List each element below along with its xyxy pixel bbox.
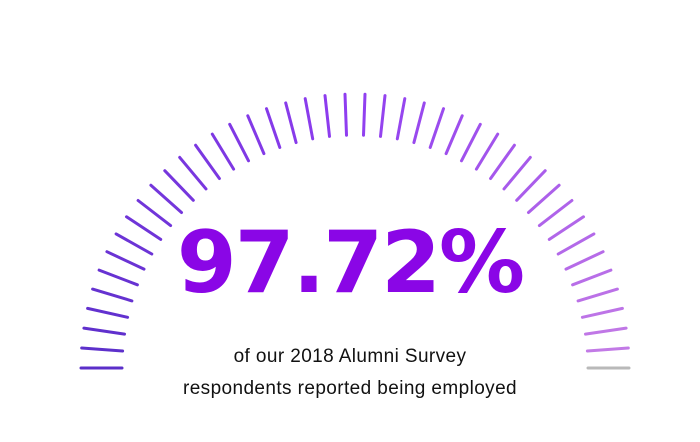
gauge-tick-filled [576, 287, 619, 303]
gauge-tick-filled [537, 199, 574, 228]
gauge-tick-filled [474, 132, 500, 171]
employment-percentage: 97.72% [176, 213, 525, 313]
gauge-tick-filled [125, 215, 163, 241]
gauge-tick-filled [489, 143, 516, 180]
gauge-tick-filled [114, 232, 154, 256]
gauge-tick-filled [343, 92, 348, 137]
gauge-tick-filled [210, 132, 236, 171]
gauge-tick-filled [564, 250, 605, 271]
gauge-tick-filled [580, 306, 624, 319]
gauge-tick-filled [265, 107, 282, 149]
caption-line-1: of our 2018 Alumni Survey [233, 346, 467, 367]
gauge-tick-filled [412, 101, 426, 145]
gauge-tick-filled [82, 326, 126, 336]
gauge-tick-filled [136, 199, 173, 228]
gauge-tick-filled [585, 346, 630, 353]
gauge-tick-filled [527, 183, 561, 214]
gauge-tick-filled [428, 107, 445, 149]
gauge-tick-filled [571, 268, 613, 287]
gauge-tick-filled [97, 268, 139, 287]
gauge-tick-filled [547, 215, 585, 241]
gauge-tick-filled [284, 101, 298, 145]
gauge-tick-filled [178, 155, 208, 191]
gauge-tick-filled [362, 92, 367, 137]
gauge-tick-filled [444, 114, 464, 156]
gauge-tick-filled [105, 250, 146, 271]
gauge-tick-filled [584, 326, 628, 336]
gauge-tick-filled [228, 122, 250, 163]
gauge-tick-filled [323, 94, 331, 138]
gauge-tick-filled [502, 155, 532, 191]
gauge-tick-filled [149, 183, 183, 214]
gauge-tick-filled [395, 97, 407, 141]
gauge-tick-filled [515, 169, 547, 202]
gauge-tick-filled [460, 122, 482, 163]
gauge-tick-filled [303, 97, 315, 141]
gauge-tick-filled [194, 143, 221, 180]
gauge-tick-filled [91, 287, 134, 303]
gauge-tick-filled [80, 346, 125, 353]
gauge-tick-filled [556, 232, 596, 256]
gauge-tick-filled [163, 169, 195, 202]
gauge-tick-filled [379, 94, 387, 138]
gauge-tick-filled [86, 306, 130, 319]
caption-line-2: respondents reported being employed [182, 378, 518, 399]
gauge-tick-filled [246, 114, 266, 156]
